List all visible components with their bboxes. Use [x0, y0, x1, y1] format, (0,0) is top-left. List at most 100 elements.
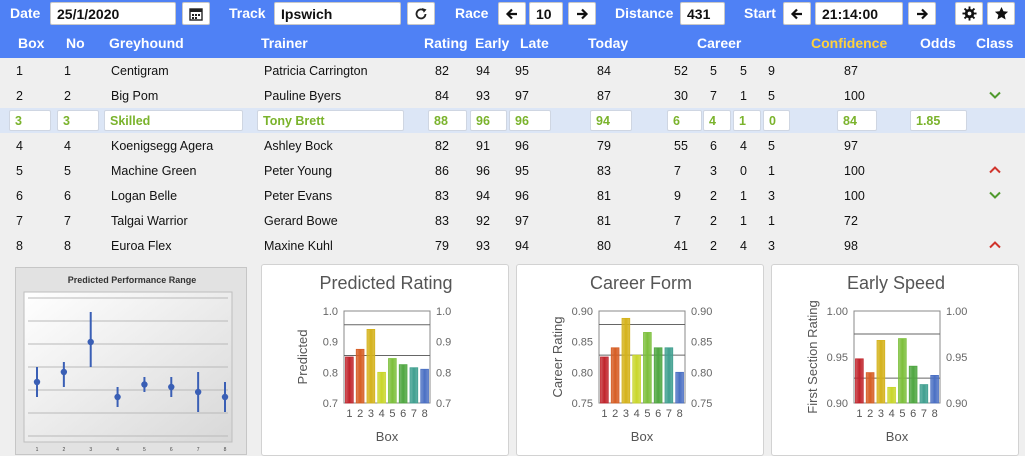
x-tick-label: 6 — [655, 408, 661, 420]
x-tick-label: 3 — [89, 447, 92, 453]
performance-range-panel: Predicted Performance Range 1 2 3 4 5 6 7 8 — [15, 267, 247, 455]
table-row[interactable]: 1 1 Centigram Patricia Carrington 82 94 … — [0, 58, 1025, 83]
favourite-button[interactable] — [987, 2, 1015, 25]
career-thirds-cell: 5 — [768, 139, 775, 153]
early-cell[interactable]: 96 — [470, 110, 507, 131]
y-tick-label: 0.85 — [572, 337, 593, 349]
greyhound-cell: Euroa Flex — [111, 239, 172, 253]
confidence-cell[interactable]: 84 — [837, 110, 877, 131]
column-header-no[interactable]: No — [66, 35, 85, 51]
range-point — [60, 368, 68, 376]
table-row[interactable]: 6 6 Logan Belle Peter Evans 83 94 96 81 … — [0, 183, 1025, 208]
box-cell[interactable]: 3 — [9, 110, 51, 131]
career-seconds-cell: 5 — [740, 64, 747, 78]
column-header-greyhound[interactable]: Greyhound — [109, 35, 184, 51]
late-cell: 97 — [515, 89, 529, 103]
gear-icon — [961, 6, 977, 21]
next-start-button[interactable] — [908, 2, 936, 25]
trainer-cell[interactable]: Tony Brett — [257, 110, 404, 131]
x-tick-label: 8 — [932, 408, 938, 420]
column-header-box[interactable]: Box — [18, 35, 45, 51]
refresh-button[interactable] — [407, 2, 435, 25]
column-header-career[interactable]: Career — [697, 35, 742, 51]
y2-tick-label: 0.80 — [691, 367, 712, 379]
career-starts-cell[interactable]: 6 — [667, 110, 702, 131]
x-tick-label: 2 — [357, 408, 363, 420]
rating-cell: 79 — [435, 239, 449, 253]
star-icon — [994, 6, 1008, 20]
x-tick-label: 2 — [867, 408, 873, 420]
career-seconds-cell[interactable]: 1 — [733, 110, 761, 131]
x-tick-label: 1 — [346, 408, 352, 420]
career-wins-cell: 2 — [710, 189, 717, 203]
late-cell[interactable]: 96 — [509, 110, 551, 131]
table-row-selected[interactable]: 3 3 Skilled Tony Brett 88 96 96 94 6 4 1… — [0, 108, 1025, 133]
x-tick-label: 8 — [224, 447, 227, 453]
career-seconds-cell: 1 — [740, 189, 747, 203]
career-wins-cell[interactable]: 4 — [703, 110, 731, 131]
track-field[interactable]: Ipswich — [274, 2, 401, 25]
column-header-odds[interactable]: Odds — [920, 35, 956, 51]
table-row[interactable]: 2 2 Big Pom Pauline Byers 84 93 97 87 30… — [0, 83, 1025, 108]
early-speed-chart: Early Speed 0.90 0.90 0.95 0.95 1.00 1.00 1 2 3 4 5… — [805, 273, 967, 444]
x-tick-label: 3 — [878, 408, 884, 420]
y2-tick-label: 1.00 — [946, 306, 967, 318]
table-row[interactable]: 8 8 Euroa Flex Maxine Kuhl 79 93 94 80 4… — [0, 233, 1025, 258]
trainer-cell: Maxine Kuhl — [264, 239, 333, 253]
x-axis-label: Box — [376, 429, 399, 444]
previous-race-button[interactable] — [498, 2, 526, 25]
bar — [610, 347, 620, 404]
early-cell: 93 — [476, 239, 490, 253]
greyhound-cell[interactable]: Skilled — [104, 110, 243, 131]
x-tick-label: 4 — [634, 408, 640, 420]
y-tick-label: 0.90 — [827, 398, 848, 410]
career-thirds-cell[interactable]: 0 — [763, 110, 790, 131]
column-header-confidence[interactable]: Confidence — [811, 35, 888, 51]
career-wins-cell: 2 — [710, 239, 717, 253]
column-header-late[interactable]: Late — [520, 35, 549, 51]
column-header-early[interactable]: Early — [475, 35, 510, 51]
early-cell: 92 — [476, 214, 490, 228]
career-starts-cell: 9 — [674, 189, 681, 203]
chart-title: Early Speed — [847, 273, 945, 293]
column-header-today[interactable]: Today — [588, 35, 629, 51]
range-point — [141, 381, 148, 388]
x-tick-label: 8 — [677, 408, 683, 420]
early-speed-panel: Early Speed 0.90 0.90 0.95 0.95 1.00 1.00 1 2 3 4 5… — [771, 264, 1019, 456]
table-row[interactable]: 5 5 Machine Green Peter Young 86 96 95 8… — [0, 158, 1025, 183]
today-cell[interactable]: 94 — [590, 110, 632, 131]
greyhound-cell: Koenigsegg Agera — [111, 139, 214, 153]
race-number-field[interactable]: 10 — [529, 2, 563, 25]
x-tick-label: 7 — [666, 408, 672, 420]
start-time-field[interactable]: 21:14:00 — [815, 2, 903, 25]
settings-button[interactable] — [955, 2, 983, 25]
column-header-rating[interactable]: Rating — [424, 35, 468, 51]
date-field[interactable]: 25/1/2020 — [50, 2, 176, 25]
bar — [621, 317, 631, 404]
x-tick-label: 6 — [400, 408, 406, 420]
career-starts-cell: 7 — [674, 214, 681, 228]
distance-field[interactable]: 431 — [680, 2, 725, 25]
table-row[interactable]: 4 4 Koenigsegg Agera Ashley Bock 82 91 9… — [0, 133, 1025, 158]
today-cell: 81 — [597, 189, 611, 203]
range-point — [33, 378, 41, 386]
column-header-trainer[interactable]: Trainer — [261, 35, 308, 51]
x-tick-label: 5 — [899, 408, 905, 420]
odds-field[interactable]: 1.85 — [910, 110, 967, 131]
table-row[interactable]: 7 7 Talgai Warrior Gerard Bowe 83 92 97 … — [0, 208, 1025, 233]
greyhound-cell: Talgai Warrior — [111, 214, 188, 228]
y-tick-label: 0.80 — [572, 367, 593, 379]
refresh-icon — [415, 7, 427, 19]
column-header-class[interactable]: Class — [976, 35, 1014, 51]
greyhound-cell: Centigram — [111, 64, 169, 78]
arrow-left-icon — [790, 8, 802, 19]
next-race-button[interactable] — [568, 2, 596, 25]
no-cell[interactable]: 3 — [57, 110, 99, 131]
career-thirds-cell: 1 — [768, 164, 775, 178]
rating-cell[interactable]: 88 — [428, 110, 467, 131]
chart-title: Career Form — [590, 273, 692, 293]
calendar-button[interactable] — [182, 2, 210, 25]
previous-start-button[interactable] — [783, 2, 811, 25]
late-cell: 96 — [515, 139, 529, 153]
career-wins-cell: 3 — [710, 164, 717, 178]
